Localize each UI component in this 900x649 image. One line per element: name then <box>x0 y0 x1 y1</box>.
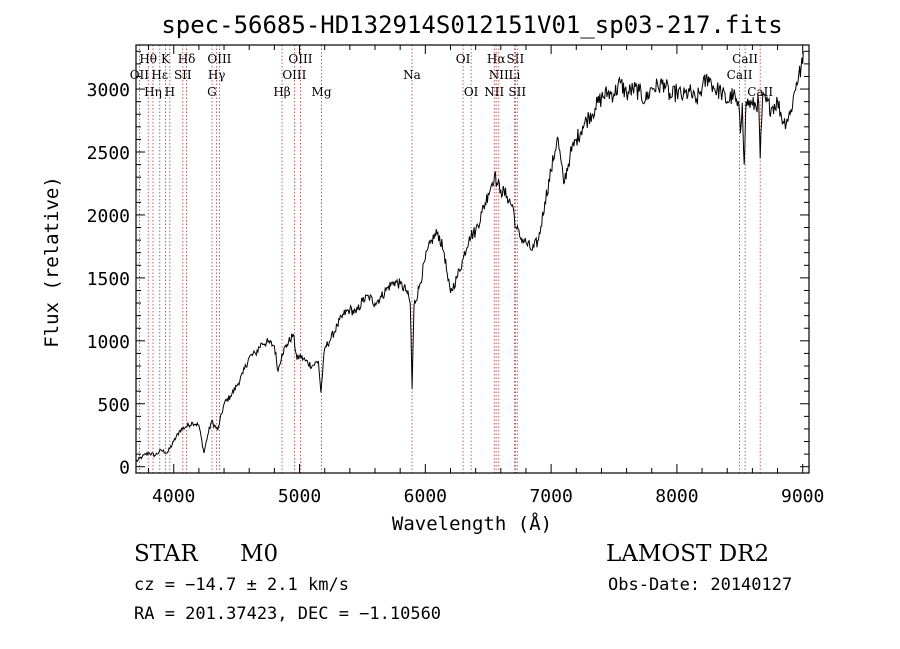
y-tick-label: 1500 <box>87 269 130 290</box>
chart-title: spec-56685-HD132914S012151V01_sp03-217.f… <box>161 11 782 39</box>
x-tick-label: 7000 <box>529 486 572 507</box>
y-tick-label: 2000 <box>87 206 130 227</box>
line-mark-label: Hδ <box>178 52 196 66</box>
line-mark-label: CaII <box>747 85 773 99</box>
line-mark-label: Hθ <box>139 52 157 66</box>
object-subclass: M0 <box>240 541 278 567</box>
line-mark-label: NII <box>489 68 509 82</box>
line-mark-label: Hβ <box>273 85 290 99</box>
line-mark-label: NII <box>484 85 504 99</box>
spectrum-line <box>135 51 804 462</box>
line-mark-label: OI <box>456 52 471 66</box>
line-mark-label: Hη <box>144 85 162 99</box>
x-tick-label: 5000 <box>278 486 321 507</box>
line-mark-label: OIII <box>207 52 231 66</box>
line-mark-label: Li <box>508 68 520 82</box>
line-mark-label: Na <box>403 68 421 82</box>
x-axis: 4000 5000 6000 7000 8000 9000 <box>148 45 824 507</box>
y-tick-label: 2500 <box>87 143 130 164</box>
line-mark-label: H <box>165 85 175 99</box>
object-class: STAR <box>134 541 198 567</box>
line-mark-label: Hε <box>151 68 168 82</box>
x-tick-label: 4000 <box>152 486 195 507</box>
line-mark-label: K <box>161 52 171 66</box>
x-tick-label: 6000 <box>404 486 447 507</box>
line-mark-label: OII <box>130 68 150 82</box>
coordinates-text: RA = 201.37423, DEC = −1.10560 <box>134 604 441 624</box>
line-mark-label: SII <box>507 52 525 66</box>
x-tick-label: 9000 <box>781 486 824 507</box>
y-axis-label: Flux (relative) <box>41 176 63 348</box>
line-mark-label: Mg <box>312 85 332 99</box>
line-marks: Hθ OII Hη Hε K H SII Hδ G Hγ OIII Hβ OIII OIII Mg Na OI O… <box>130 45 773 473</box>
spectrum-series <box>135 51 804 462</box>
line-mark-label: OIII <box>282 68 306 82</box>
survey-label: LAMOST DR2 <box>606 541 769 567</box>
plot-frame <box>135 44 810 474</box>
y-tick-label: 500 <box>97 395 130 416</box>
y-tick-label: 3000 <box>87 80 130 101</box>
y-tick-label: 1000 <box>87 332 130 353</box>
x-axis-label: Wavelength (Å) <box>392 512 552 535</box>
obs-date-text: Obs-Date: 20140127 <box>608 575 792 595</box>
line-mark-label: G <box>207 85 217 99</box>
redshift-text: cz = −14.7 ± 2.1 km/s <box>134 575 349 595</box>
line-mark-label: SII <box>174 68 192 82</box>
y-axis: 0 500 1000 1500 2000 2500 3000 <box>87 50 809 479</box>
line-mark-label: SII <box>508 85 526 99</box>
x-tick-label: 8000 <box>655 486 698 507</box>
line-mark-label: CaII <box>732 52 758 66</box>
line-mark-label: Hγ <box>208 68 226 82</box>
line-mark-label: OIII <box>288 52 312 66</box>
line-mark-label: OI <box>464 85 479 99</box>
line-mark-label: Hα <box>487 52 506 66</box>
line-mark-label: CaII <box>727 68 753 82</box>
y-tick-label: 0 <box>119 458 130 479</box>
